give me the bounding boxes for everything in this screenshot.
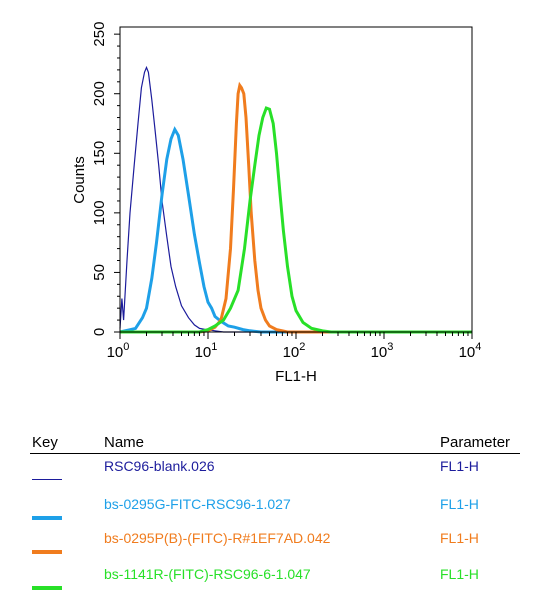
y-tick-label: 50 xyxy=(91,264,108,281)
series-parameter: FL1-H xyxy=(440,566,479,582)
key-table: Key Name Parameter RSC96-blank.026 FL1-H… xyxy=(0,430,551,600)
key-header: Key xyxy=(32,434,58,451)
key-row: bs-0295G-FITC-RSC96-1.027 FL1-H xyxy=(0,496,551,524)
y-tick-label: 0 xyxy=(91,328,108,336)
y-tick-label: 200 xyxy=(91,81,108,106)
parameter-header: Parameter xyxy=(440,434,511,451)
x-tick-label: 101 xyxy=(195,341,218,361)
series-layer xyxy=(119,65,472,334)
x-tick-label: 104 xyxy=(459,341,482,361)
y-tick-label: 250 xyxy=(91,22,108,47)
y-tick-label: 150 xyxy=(91,141,108,166)
key-row: RSC96-blank.026 FL1-H xyxy=(0,458,551,486)
series-parameter: FL1-H xyxy=(440,530,479,546)
histogram-chart: 0 50 100 150 200 250 100 101 102 103 104 FL1-H Co… xyxy=(71,22,482,385)
x-tick-label: 100 xyxy=(107,341,130,361)
key-swatch xyxy=(32,479,62,480)
plot-frame xyxy=(119,26,473,333)
x-axis: 100 101 102 103 104 xyxy=(107,332,482,361)
key-swatch xyxy=(32,516,62,520)
x-axis-label: FL1-H xyxy=(275,368,317,385)
series-line-3 xyxy=(120,81,472,334)
series-parameter: FL1-H xyxy=(440,496,479,512)
series-line-2 xyxy=(119,126,472,334)
series-parameter: FL1-H xyxy=(440,458,479,474)
y-axis: 0 50 100 150 200 250 xyxy=(91,22,120,336)
key-row: bs-1141R-(FITC)-RSC96-6-1.047 FL1-H xyxy=(0,566,551,594)
key-row: bs-0295P(B)-(FITC)-R#1EF7AD.042 FL1-H xyxy=(0,530,551,558)
series-name: RSC96-blank.026 xyxy=(104,458,215,474)
x-tick-label: 102 xyxy=(283,341,306,361)
y-tick-label: 100 xyxy=(91,200,108,225)
series-name: bs-0295P(B)-(FITC)-R#1EF7AD.042 xyxy=(104,530,331,546)
name-header: Name xyxy=(104,434,145,451)
series-line-4 xyxy=(120,106,472,334)
series-name: bs-1141R-(FITC)-RSC96-6-1.047 xyxy=(104,566,311,582)
series-name: bs-0295G-FITC-RSC96-1.027 xyxy=(104,496,291,512)
header-divider xyxy=(30,453,520,454)
key-swatch xyxy=(32,550,62,554)
x-tick-label: 103 xyxy=(371,341,394,361)
key-swatch xyxy=(32,586,62,590)
y-axis-label: Counts xyxy=(71,156,88,204)
series-line-1 xyxy=(119,65,472,333)
